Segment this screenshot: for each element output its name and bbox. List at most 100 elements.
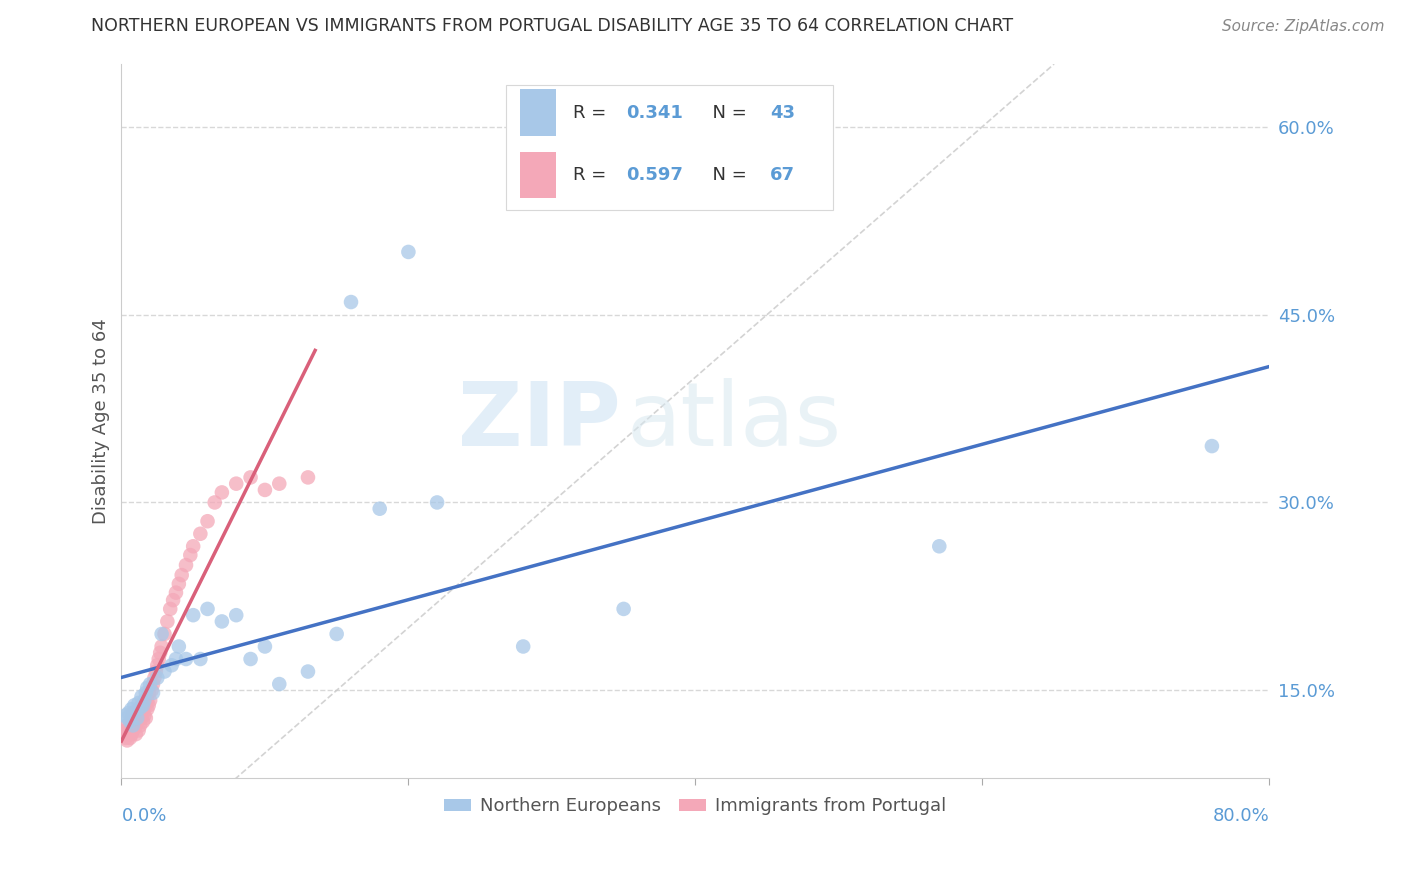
Text: N =: N = [702, 103, 752, 121]
Point [181, 608, 204, 623]
Point [211, 615, 233, 629]
Point [225, 476, 247, 491]
Point [253, 640, 276, 654]
Point [146, 658, 169, 673]
Point [174, 558, 197, 572]
Point [225, 608, 247, 623]
Text: atlas: atlas [627, 377, 842, 465]
Point [125, 718, 148, 732]
Point [190, 526, 212, 541]
Point [138, 698, 160, 713]
Point [129, 718, 152, 732]
Point [141, 683, 163, 698]
FancyBboxPatch shape [520, 89, 557, 136]
Point [132, 698, 155, 713]
Point [125, 708, 148, 723]
Point [211, 485, 233, 500]
Point [297, 470, 319, 484]
Point [297, 665, 319, 679]
Point [124, 721, 146, 735]
Point [131, 690, 153, 704]
Point [167, 577, 190, 591]
Point [1201, 439, 1223, 453]
Point [127, 706, 149, 720]
Point [132, 714, 155, 729]
Point [122, 706, 145, 720]
Point [121, 711, 143, 725]
Text: 0.341: 0.341 [627, 103, 683, 121]
Point [340, 295, 363, 310]
Point [142, 686, 165, 700]
Point [135, 711, 157, 725]
Point [115, 711, 138, 725]
Point [149, 646, 172, 660]
Point [134, 696, 156, 710]
Point [162, 593, 184, 607]
Text: 67: 67 [770, 166, 794, 184]
Point [136, 702, 159, 716]
Point [122, 723, 145, 738]
Point [165, 585, 187, 599]
Point [135, 686, 157, 700]
Point [143, 671, 166, 685]
Point [129, 706, 152, 720]
Point [124, 698, 146, 713]
Point [118, 723, 141, 738]
Point [134, 708, 156, 723]
Point [128, 702, 150, 716]
Point [138, 686, 160, 700]
Point [153, 665, 176, 679]
Y-axis label: Disability Age 35 to 64: Disability Age 35 to 64 [93, 318, 110, 524]
Text: 0.597: 0.597 [627, 166, 683, 184]
Point [125, 727, 148, 741]
Point [368, 501, 391, 516]
Point [127, 714, 149, 729]
Point [117, 706, 139, 720]
Point [131, 711, 153, 725]
Text: 80.0%: 80.0% [1212, 806, 1270, 824]
Point [125, 705, 148, 719]
Point [114, 708, 136, 723]
Point [239, 470, 262, 484]
Point [325, 627, 347, 641]
Point [613, 602, 636, 616]
Point [197, 602, 219, 616]
Point [204, 495, 226, 509]
Point [118, 714, 141, 729]
Point [269, 677, 291, 691]
Point [153, 627, 176, 641]
Point [134, 693, 156, 707]
Text: 0.0%: 0.0% [121, 806, 167, 824]
Point [197, 514, 219, 528]
Point [145, 665, 167, 679]
Point [142, 677, 165, 691]
Point [117, 721, 139, 735]
Point [170, 568, 193, 582]
Point [174, 652, 197, 666]
Point [135, 698, 157, 713]
Point [426, 495, 449, 509]
Point [124, 711, 146, 725]
Point [269, 476, 291, 491]
Point [253, 483, 276, 497]
Point [159, 602, 181, 616]
Point [179, 548, 201, 562]
Point [121, 702, 143, 716]
Point [121, 718, 143, 732]
Point [127, 711, 149, 725]
Point [239, 652, 262, 666]
Point [131, 698, 153, 713]
Text: R =: R = [572, 103, 612, 121]
Point [122, 718, 145, 732]
Point [115, 733, 138, 747]
Text: Source: ZipAtlas.com: Source: ZipAtlas.com [1222, 20, 1385, 34]
Point [139, 693, 162, 707]
Legend: Northern Europeans, Immigrants from Portugal: Northern Europeans, Immigrants from Port… [437, 790, 953, 822]
Point [114, 731, 136, 745]
Point [128, 723, 150, 738]
Point [396, 244, 419, 259]
FancyBboxPatch shape [520, 152, 557, 198]
FancyBboxPatch shape [506, 86, 834, 211]
Text: N =: N = [702, 166, 752, 184]
Point [128, 696, 150, 710]
